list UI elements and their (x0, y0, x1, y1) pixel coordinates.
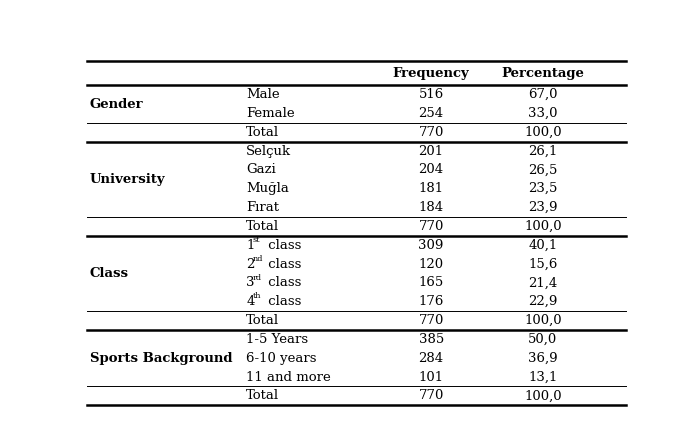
Text: 21,4: 21,4 (528, 276, 557, 290)
Text: Total: Total (246, 314, 279, 327)
Text: 67,0: 67,0 (528, 88, 557, 101)
Text: 770: 770 (418, 390, 444, 402)
Text: 33,0: 33,0 (528, 107, 557, 120)
Text: 516: 516 (418, 88, 444, 101)
Text: th: th (253, 293, 261, 300)
Text: Class: Class (90, 267, 129, 280)
Text: 2: 2 (246, 257, 255, 271)
Text: 770: 770 (418, 220, 444, 233)
Text: Gazi: Gazi (246, 163, 276, 176)
Text: Fırat: Fırat (246, 201, 279, 214)
Text: 15,6: 15,6 (528, 257, 557, 271)
Text: 22,9: 22,9 (528, 295, 557, 308)
Text: 770: 770 (418, 126, 444, 139)
Text: 6-10 years: 6-10 years (246, 352, 317, 365)
Text: Sports Background: Sports Background (90, 352, 232, 365)
Text: 13,1: 13,1 (528, 371, 557, 384)
Text: Female: Female (246, 107, 294, 120)
Text: 26,1: 26,1 (528, 145, 557, 157)
Text: 254: 254 (418, 107, 443, 120)
Text: 181: 181 (418, 182, 443, 195)
Text: Frequency: Frequency (393, 67, 470, 80)
Text: 204: 204 (418, 163, 443, 176)
Text: 385: 385 (418, 333, 444, 346)
Text: 26,5: 26,5 (528, 163, 557, 176)
Text: 3: 3 (246, 276, 255, 290)
Text: 165: 165 (418, 276, 444, 290)
Text: 11 and more: 11 and more (246, 371, 331, 384)
Text: rd: rd (253, 274, 262, 281)
Text: 1-5 Years: 1-5 Years (246, 333, 308, 346)
Text: 40,1: 40,1 (528, 239, 557, 252)
Text: 4: 4 (246, 295, 255, 308)
Text: 120: 120 (418, 257, 443, 271)
Text: class: class (264, 239, 302, 252)
Text: Male: Male (246, 88, 280, 101)
Text: Gender: Gender (90, 97, 143, 111)
Text: 201: 201 (418, 145, 443, 157)
Text: nd: nd (253, 255, 263, 263)
Text: 176: 176 (418, 295, 444, 308)
Text: class: class (264, 257, 302, 271)
Text: Percentage: Percentage (501, 67, 584, 80)
Text: University: University (90, 173, 166, 186)
Text: 101: 101 (418, 371, 443, 384)
Text: 309: 309 (418, 239, 444, 252)
Text: class: class (264, 295, 302, 308)
Text: Total: Total (246, 220, 279, 233)
Text: Total: Total (246, 390, 279, 402)
Text: 36,9: 36,9 (528, 352, 557, 365)
Text: 100,0: 100,0 (524, 314, 562, 327)
Text: st: st (253, 236, 260, 244)
Text: class: class (264, 276, 302, 290)
Text: Muğla: Muğla (246, 182, 289, 195)
Text: 23,9: 23,9 (528, 201, 557, 214)
Text: Selçuk: Selçuk (246, 145, 291, 157)
Text: 1: 1 (246, 239, 255, 252)
Text: Total: Total (246, 126, 279, 139)
Text: 100,0: 100,0 (524, 126, 562, 139)
Text: 284: 284 (418, 352, 443, 365)
Text: 100,0: 100,0 (524, 390, 562, 402)
Text: 100,0: 100,0 (524, 220, 562, 233)
Text: 184: 184 (418, 201, 443, 214)
Text: 50,0: 50,0 (528, 333, 557, 346)
Text: 770: 770 (418, 314, 444, 327)
Text: 23,5: 23,5 (528, 182, 557, 195)
